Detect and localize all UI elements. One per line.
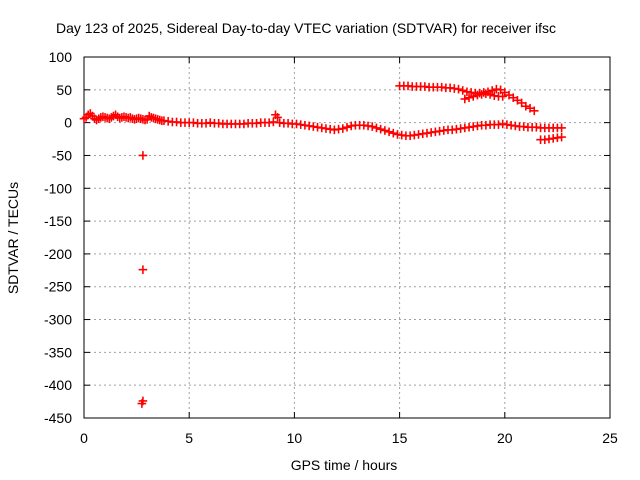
data-point [342,122,352,132]
gridlines [84,57,610,418]
y-tick-label: 50 [56,82,72,98]
x-axis-ticks: 0 5 10 15 20 25 [80,57,618,446]
x-tick-label: 5 [185,430,193,446]
y-tick-label: -400 [44,377,72,393]
y-tick-label: -150 [44,213,72,229]
data-point [376,124,385,134]
data-point [498,92,507,101]
y-tick-label: -200 [44,246,72,262]
data-point [460,94,470,104]
y-tick-label: 0 [64,115,72,131]
y-tick-label: -100 [44,180,72,196]
data-point [388,128,398,138]
data-point [454,84,463,94]
chart-title: Day 123 of 2025, Sidereal Day-to-day VTE… [56,20,556,36]
plot-frame [83,56,611,419]
x-tick-label: 10 [287,430,303,446]
data-point [384,127,394,137]
data-point [468,92,478,101]
y-axis-label: SDTVAR / TECUs [5,182,21,294]
data-point [557,132,566,142]
data-point [557,123,566,133]
y-tick-label: -250 [44,279,72,295]
y-tick-label: -450 [44,410,72,426]
x-tick-label: 15 [392,430,408,446]
data-point [517,98,526,108]
x-axis-label: GPS time / hours [291,457,398,473]
data-points [79,81,566,408]
data-point [273,113,282,122]
data-point [372,123,381,133]
data-point [380,126,390,135]
x-tick-label: 25 [602,430,618,446]
y-tick-label: -50 [52,147,72,163]
data-point [138,151,148,160]
x-tick-label: 0 [80,430,88,446]
data-point [529,106,539,116]
data-point [464,93,474,102]
data-point [137,399,147,408]
x-tick-label: 20 [497,430,513,446]
data-point [338,124,348,133]
y-axis-ticks: 100 50 0 -50 -100 -150 -200 -250 -300 -350 -400 -45… [44,49,610,426]
y-tick-label: -300 [44,312,72,328]
data-point [367,122,377,131]
data-point [485,90,495,99]
y-tick-label: -350 [44,344,72,360]
data-point [458,86,468,95]
data-point [138,265,148,274]
y-tick-label: 100 [49,49,73,65]
